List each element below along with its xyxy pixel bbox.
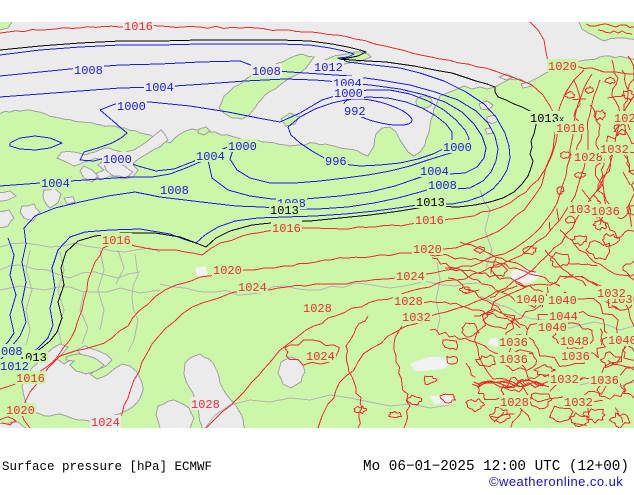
svg-text:1020: 1020 bbox=[548, 60, 577, 74]
svg-text:1004: 1004 bbox=[41, 177, 70, 191]
svg-text:1008: 1008 bbox=[428, 179, 457, 193]
svg-text:1032: 1032 bbox=[600, 143, 629, 157]
svg-text:Surface pressure [hPa] ECMWF: Surface pressure [hPa] ECMWF bbox=[2, 460, 212, 474]
svg-text:1016: 1016 bbox=[102, 234, 131, 248]
svg-text:1028: 1028 bbox=[574, 151, 603, 165]
svg-text:1040: 1040 bbox=[538, 321, 567, 335]
svg-text:1012: 1012 bbox=[0, 360, 29, 374]
svg-text:1013: 1013 bbox=[416, 196, 445, 210]
svg-text:1020: 1020 bbox=[6, 404, 35, 418]
svg-text:1032: 1032 bbox=[402, 311, 431, 325]
svg-text:008: 008 bbox=[1, 345, 23, 359]
svg-text:1004: 1004 bbox=[145, 81, 174, 95]
svg-text:1004: 1004 bbox=[196, 150, 225, 164]
svg-text:1040: 1040 bbox=[608, 334, 634, 348]
svg-text:1016: 1016 bbox=[556, 122, 585, 136]
svg-text:1004: 1004 bbox=[420, 165, 449, 179]
svg-text:1016: 1016 bbox=[415, 214, 444, 228]
svg-text:1028: 1028 bbox=[303, 302, 332, 316]
svg-text:1000: 1000 bbox=[103, 153, 132, 167]
svg-text:1040: 1040 bbox=[516, 293, 545, 307]
svg-text:1036: 1036 bbox=[591, 205, 620, 219]
svg-text:1024: 1024 bbox=[238, 281, 267, 295]
svg-text:1024: 1024 bbox=[396, 270, 425, 284]
svg-text:1008: 1008 bbox=[74, 64, 103, 78]
svg-text:1008: 1008 bbox=[252, 65, 281, 79]
svg-text:1048: 1048 bbox=[560, 335, 589, 349]
svg-text:1000: 1000 bbox=[334, 87, 363, 101]
svg-text:1036: 1036 bbox=[561, 350, 590, 364]
svg-text:1012: 1012 bbox=[314, 61, 343, 75]
svg-text:1024: 1024 bbox=[91, 416, 120, 430]
svg-text:1016: 1016 bbox=[272, 222, 301, 236]
svg-text:1032: 1032 bbox=[564, 396, 593, 410]
svg-text:1028: 1028 bbox=[394, 295, 423, 309]
svg-text:992: 992 bbox=[344, 105, 366, 119]
svg-text:Mo 06−01−2025 12:00 UTC (12+00: Mo 06−01−2025 12:00 UTC (12+00) bbox=[363, 459, 629, 475]
svg-text:1036: 1036 bbox=[499, 353, 528, 367]
svg-text:1000: 1000 bbox=[228, 140, 257, 154]
svg-text:1016: 1016 bbox=[124, 20, 153, 34]
svg-text:1020: 1020 bbox=[413, 243, 442, 257]
svg-text:1032: 1032 bbox=[550, 373, 579, 387]
svg-text:1036: 1036 bbox=[590, 374, 619, 388]
svg-text:1000: 1000 bbox=[443, 141, 472, 155]
svg-text:1040: 1040 bbox=[548, 294, 577, 308]
svg-text:1020: 1020 bbox=[614, 112, 634, 126]
svg-text:1036: 1036 bbox=[499, 336, 528, 350]
svg-text:1024: 1024 bbox=[306, 350, 335, 364]
svg-text:996: 996 bbox=[325, 155, 347, 169]
svg-text:©weatheronline.co.uk: ©weatheronline.co.uk bbox=[489, 474, 623, 489]
svg-text:1028: 1028 bbox=[500, 396, 529, 410]
svg-text:1016: 1016 bbox=[16, 372, 45, 386]
svg-text:1020: 1020 bbox=[213, 264, 242, 278]
svg-text:1013: 1013 bbox=[270, 204, 299, 218]
svg-text:1000: 1000 bbox=[117, 100, 146, 114]
svg-text:1028: 1028 bbox=[191, 398, 220, 412]
svg-text:1008: 1008 bbox=[160, 184, 189, 198]
svg-text:1032: 1032 bbox=[597, 287, 626, 301]
